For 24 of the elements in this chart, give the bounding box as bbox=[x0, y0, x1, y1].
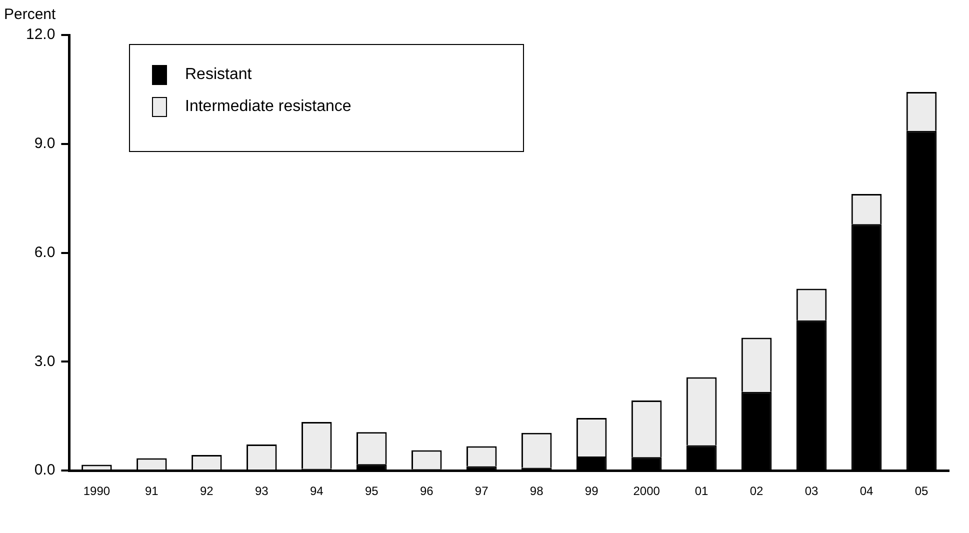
x-tick-label: 94 bbox=[310, 484, 324, 498]
y-tick-label: 0.0 bbox=[34, 462, 56, 479]
x-tick-label: 93 bbox=[254, 484, 269, 498]
x-tick-label: 01 bbox=[694, 484, 709, 498]
x-tick-label: 05 bbox=[914, 484, 928, 498]
x-tick-label: 91 bbox=[144, 484, 159, 498]
y-tick-label: 6.0 bbox=[34, 244, 56, 261]
legend-label: Resistant bbox=[185, 66, 252, 84]
x-tick-label: 02 bbox=[750, 484, 764, 498]
x-tick-label: 2000 bbox=[633, 484, 660, 498]
y-tick-label: 9.0 bbox=[34, 135, 56, 152]
y-axis-title: Percent bbox=[4, 6, 56, 23]
x-tick-label: 1990 bbox=[83, 484, 110, 498]
x-tick-label: 99 bbox=[584, 484, 599, 498]
x-tick-label: 92 bbox=[200, 484, 214, 498]
x-tick-label: 95 bbox=[364, 484, 379, 498]
x-tick-label: 98 bbox=[530, 484, 544, 498]
y-tick-label: 12.0 bbox=[26, 26, 56, 44]
x-tick-label: 96 bbox=[420, 484, 434, 498]
x-tick-label: 97 bbox=[474, 484, 489, 498]
x-tick-label: 04 bbox=[860, 484, 874, 498]
x-tick-label: 03 bbox=[804, 484, 819, 498]
y-tick-label: 3.0 bbox=[34, 352, 56, 370]
legend-label: Intermediate resistance bbox=[185, 98, 352, 116]
